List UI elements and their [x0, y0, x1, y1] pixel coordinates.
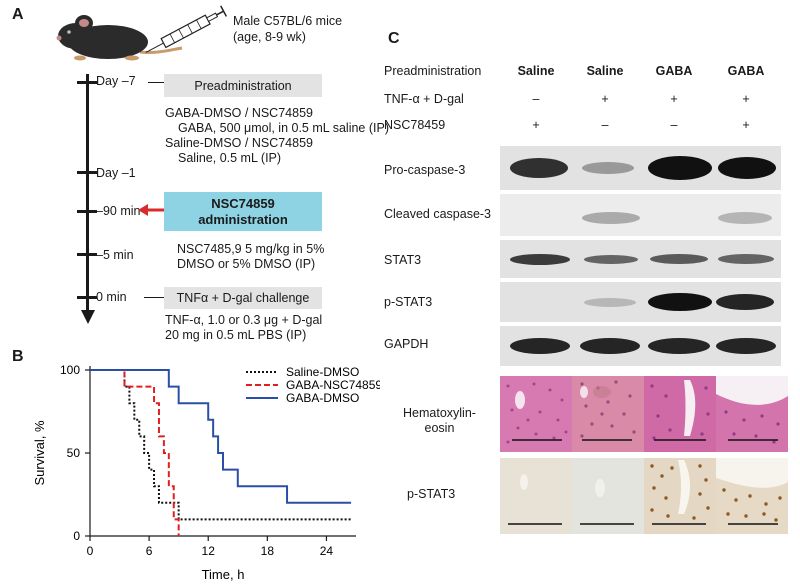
panel-c-letter: C	[388, 30, 400, 47]
ihc-image-1	[500, 458, 572, 534]
preadmin-box: Preadministration	[164, 74, 322, 97]
mouse-label-line1: Male C57BL/6 mice	[233, 14, 343, 28]
survival-chart: 0 6 12 18 24 0 50 100 Time, h Survival, % Saline-D…	[32, 363, 380, 582]
x-tick-label: 0	[87, 544, 94, 558]
y-axis-label: Survival, %	[32, 420, 47, 485]
ihc-image-3	[644, 458, 716, 534]
row-label-tnf: TNF-α + D-gal	[384, 92, 464, 106]
tick-label-90min: –90 min	[96, 204, 141, 218]
tick-label-0min: 0 min	[96, 290, 127, 304]
nsc-box-line1: NSC74859	[211, 195, 275, 211]
y-tick-label: 100	[60, 363, 80, 377]
blot-label-procaspase: Pro-caspase-3	[384, 163, 466, 177]
row-label-nsc: NSC78459	[384, 118, 446, 132]
x-tick-label: 18	[261, 544, 275, 558]
stain-label-pstat3: p-STAT3	[407, 487, 456, 501]
row-label-preadmin: Preadministration	[384, 64, 482, 78]
blot-label-stat3: STAT3	[384, 253, 422, 267]
blot-label-pstat3: p-STAT3	[384, 295, 433, 309]
col-2-tnf: +	[601, 92, 609, 106]
challenge-text-2: 20 mg in 0.5 mL PBS (IP)	[165, 328, 307, 342]
x-tick-label: 24	[320, 544, 334, 558]
col-3-tnf: +	[670, 92, 678, 106]
series-line-gaba-nsc74859	[90, 369, 180, 536]
col-4-nsc: +	[742, 118, 750, 132]
he-image-2	[572, 376, 644, 452]
connector-challenge	[144, 297, 164, 298]
blot-cleaved	[500, 194, 781, 236]
tick-day-7	[77, 81, 97, 84]
stain-label-he: Hematoxylin- eosin	[403, 406, 476, 435]
blot-pstat3	[500, 282, 781, 322]
tick-day-1	[77, 171, 97, 174]
tick-label-day-7: Day –7	[96, 74, 136, 88]
blot-stat3	[500, 240, 781, 278]
preadmin-text-3: Saline-DMSO / NSC74859	[165, 136, 313, 150]
tick-0min	[77, 296, 97, 299]
nsc-text-2: DMSO or 5% DMSO (IP)	[177, 257, 316, 271]
series-line-saline-dmso	[90, 369, 352, 521]
legend-label: Saline-DMSO	[286, 365, 359, 379]
x-axis-label: Time, h	[202, 567, 245, 582]
ihc-image-4	[716, 458, 788, 534]
preadmin-text-4: Saline, 0.5 mL (IP)	[178, 151, 282, 165]
nsc-admin-box: NSC74859 administration	[164, 192, 322, 231]
col-1-pre: Saline	[517, 64, 555, 78]
panel-a-letter: A	[12, 6, 24, 23]
challenge-box: TNFα + D-gal challenge	[164, 287, 322, 309]
tick-90min	[77, 210, 97, 213]
tick-5min	[77, 253, 97, 256]
timeline-arrowhead-icon	[81, 310, 95, 324]
he-image-1	[500, 376, 572, 452]
panel-b-letter: B	[12, 348, 24, 365]
col-4-pre: GABA	[727, 64, 765, 78]
y-tick-label: 50	[67, 446, 81, 460]
x-tick-label: 6	[146, 544, 153, 558]
mouse-label-line2: (age, 8-9 wk)	[233, 30, 306, 44]
col-2-pre: Saline	[586, 64, 624, 78]
connector-preadmin	[148, 82, 164, 83]
blot-label-gapdh: GAPDH	[384, 337, 429, 351]
blot-gapdh	[500, 326, 781, 366]
series-line-gaba-dmso	[90, 369, 352, 504]
mouse-syringe-icon	[56, 5, 228, 61]
nsc-text-1: NSC7485,9 5 mg/kg in 5%	[177, 242, 325, 256]
legend-label: GABA-DMSO	[286, 391, 359, 405]
tick-label-5min: –5 min	[96, 248, 134, 262]
timeline-axis	[86, 74, 89, 314]
challenge-text-1: TNF-α, 1.0 or 0.3 μg + D-gal	[165, 313, 323, 327]
red-arrow-icon	[138, 204, 164, 216]
he-image-3	[644, 376, 716, 452]
preadmin-text-2: GABA, 500 μmol, in 0.5 mL saline (IP)	[178, 121, 389, 135]
col-3-nsc: –	[670, 118, 678, 132]
col-3-pre: GABA	[655, 64, 693, 78]
ihc-image-2	[572, 458, 644, 534]
legend-label: GABA-NSC74859	[286, 378, 380, 392]
y-tick-label: 0	[73, 529, 80, 543]
col-4-tnf: +	[742, 92, 750, 106]
tick-label-day-1: Day –1	[96, 166, 136, 180]
blot-label-cleaved: Cleaved caspase-3	[384, 207, 492, 221]
nsc-box-line2: administration	[198, 211, 288, 227]
col-1-tnf: –	[532, 92, 540, 106]
he-image-4	[716, 376, 788, 452]
preadmin-text-1: GABA-DMSO / NSC74859	[165, 106, 313, 120]
col-2-nsc: –	[601, 118, 609, 132]
col-1-nsc: +	[532, 118, 540, 132]
x-tick-label: 12	[202, 544, 216, 558]
blot-procaspase	[500, 146, 781, 190]
